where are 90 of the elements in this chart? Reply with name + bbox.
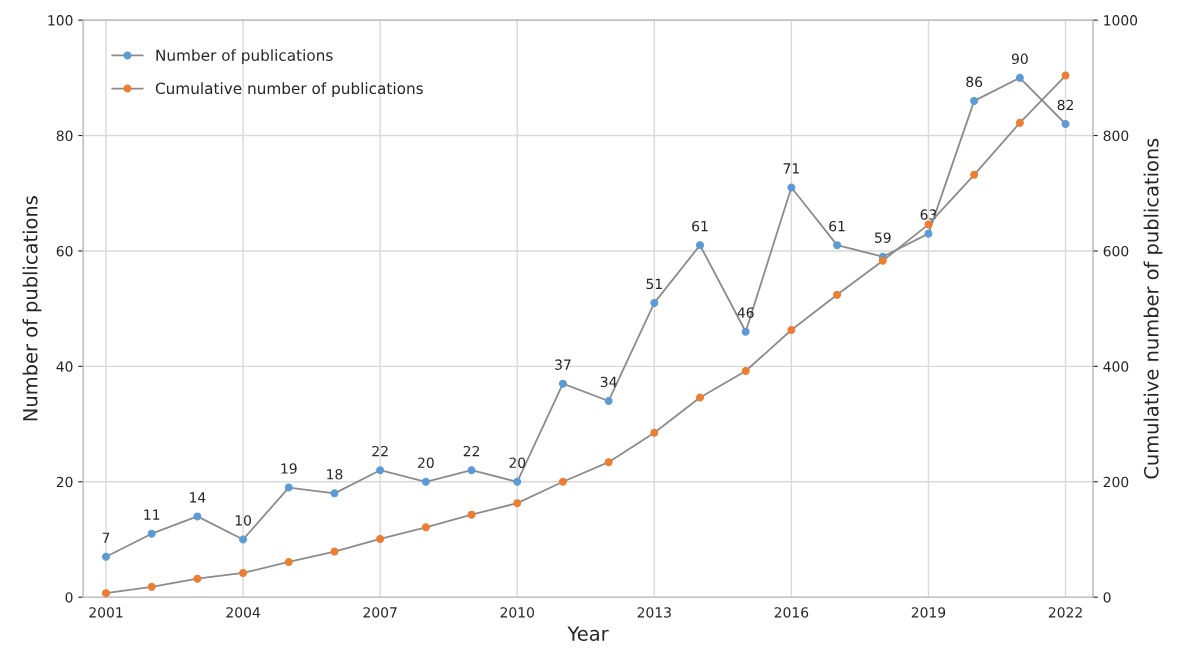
y2-axis-title: Cumulative number of publications xyxy=(1143,138,1163,479)
point xyxy=(467,466,476,475)
x-tick-label: 2013 xyxy=(637,607,671,618)
point xyxy=(421,523,430,532)
legend-label: Cumulative number of publications xyxy=(155,82,423,98)
data-label: 22 xyxy=(372,445,388,457)
point xyxy=(787,326,796,334)
point xyxy=(239,568,248,577)
point xyxy=(193,574,202,583)
x-tick-label: 2007 xyxy=(363,607,397,618)
point xyxy=(833,290,842,299)
y2-tick-label: 400 xyxy=(1103,361,1129,372)
point xyxy=(604,458,613,467)
x-tick-label: 2004 xyxy=(226,607,260,618)
point xyxy=(376,534,385,543)
point xyxy=(1015,118,1024,127)
data-label: 71 xyxy=(783,163,799,174)
point xyxy=(284,483,293,492)
point xyxy=(650,298,659,307)
point xyxy=(741,327,750,336)
point xyxy=(970,96,979,105)
legend-label: Number of publications xyxy=(156,49,333,64)
x-tick-label: 2010 xyxy=(500,607,534,618)
y2-tick-label: 1000 xyxy=(1104,15,1138,26)
y-tick-label: 60 xyxy=(56,245,73,257)
data-label: 61 xyxy=(692,220,708,232)
y2-tick-label: 800 xyxy=(1103,130,1129,142)
data-label: 63 xyxy=(920,209,937,220)
point xyxy=(102,552,110,561)
data-label: 86 xyxy=(966,76,983,88)
point xyxy=(924,220,933,229)
y2-tick-label: 600 xyxy=(1103,245,1129,257)
y-tick-label: 40 xyxy=(56,361,73,372)
point xyxy=(102,589,110,598)
data-label: 46 xyxy=(737,307,754,318)
point xyxy=(147,582,156,591)
point xyxy=(513,477,522,486)
data-label: 51 xyxy=(646,278,662,290)
point xyxy=(193,512,202,521)
point xyxy=(421,477,430,486)
x-tick-label: 2016 xyxy=(774,607,809,618)
data-label: 34 xyxy=(600,376,617,388)
point xyxy=(878,256,887,265)
data-label: 14 xyxy=(190,492,206,503)
point xyxy=(604,397,613,405)
point xyxy=(558,477,567,486)
data-label: 20 xyxy=(509,457,526,468)
x-tick-label: 2001 xyxy=(89,607,123,618)
point xyxy=(1015,73,1024,82)
point xyxy=(558,379,567,388)
y-tick-label: 0 xyxy=(65,592,73,603)
data-label: 11 xyxy=(144,509,160,520)
point xyxy=(696,393,704,402)
point xyxy=(330,547,339,556)
data-label: 37 xyxy=(555,359,571,370)
y-tick-label: 20 xyxy=(56,476,73,488)
y-axis-title: Number of publications xyxy=(22,196,42,421)
point xyxy=(513,499,522,508)
y-tick-label: 100 xyxy=(48,15,73,26)
data-label: 59 xyxy=(875,232,891,243)
data-label: 10 xyxy=(235,515,251,526)
point xyxy=(833,241,842,250)
point xyxy=(330,489,339,498)
point xyxy=(284,558,293,566)
data-label: 7 xyxy=(102,532,110,543)
data-label: 22 xyxy=(463,445,479,457)
x-tick-label: 2019 xyxy=(911,607,946,618)
y2-tick-label: 200 xyxy=(1103,476,1129,488)
x-axis-title: Year xyxy=(567,626,609,641)
y-tick-label: 80 xyxy=(56,130,73,142)
point xyxy=(239,535,248,544)
point xyxy=(696,241,704,250)
point xyxy=(1061,71,1070,80)
data-label: 61 xyxy=(829,220,845,232)
point xyxy=(970,170,979,179)
data-label: 82 xyxy=(1057,99,1073,111)
point xyxy=(467,510,476,519)
point xyxy=(741,366,750,375)
point xyxy=(924,229,933,238)
data-label: 20 xyxy=(418,457,434,468)
point xyxy=(147,529,156,538)
point xyxy=(650,428,659,437)
x-tick-label: 2022 xyxy=(1048,607,1082,618)
data-label: 19 xyxy=(281,463,297,474)
y2-tick-label: 0 xyxy=(1103,592,1111,603)
point xyxy=(1061,120,1070,128)
point xyxy=(787,183,796,192)
data-label: 18 xyxy=(327,469,343,480)
data-label: 90 xyxy=(1011,53,1028,65)
point xyxy=(376,466,385,475)
